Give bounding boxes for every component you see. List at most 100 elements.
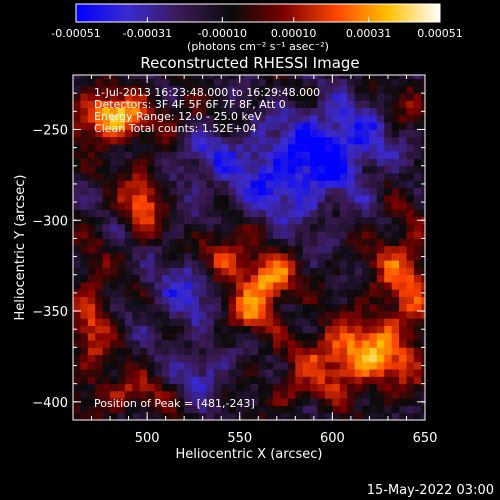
heatmap-cell xyxy=(354,289,363,297)
heatmap-cell xyxy=(139,332,148,341)
heatmap-cell xyxy=(139,361,148,370)
heatmap-cell xyxy=(399,202,407,210)
heatmap-cell xyxy=(384,289,393,297)
heatmap-cell xyxy=(87,151,96,159)
heatmap-cell xyxy=(236,209,244,218)
heatmap-cell xyxy=(413,412,422,420)
heatmap-cell xyxy=(302,245,311,254)
heatmap-cell xyxy=(376,376,385,385)
heatmap-cell xyxy=(302,354,311,363)
heatmap-cell xyxy=(376,180,385,188)
heatmap-cell xyxy=(399,390,407,399)
heatmap-cell xyxy=(80,85,89,94)
heatmap-cell xyxy=(280,129,289,138)
heatmap-cell xyxy=(362,165,370,174)
heatmap-cell xyxy=(324,75,333,80)
heatmap-cell xyxy=(413,369,422,377)
heatmap-cell xyxy=(332,238,341,247)
heatmap-cell xyxy=(421,267,425,276)
heatmap-cell xyxy=(213,318,222,326)
heatmap-cell xyxy=(147,194,155,203)
heatmap-cell xyxy=(154,296,163,305)
heatmap-cell xyxy=(384,151,393,159)
heatmap-cell xyxy=(169,383,178,392)
heatmap-cell xyxy=(302,129,311,138)
heatmap-cell xyxy=(421,129,425,138)
heatmap-cell xyxy=(73,303,81,312)
heatmap-cell xyxy=(332,151,341,159)
heatmap-cell xyxy=(332,376,341,385)
heatmap-cell xyxy=(250,180,259,188)
heatmap-cell xyxy=(221,100,230,109)
heatmap-cell xyxy=(206,93,215,101)
heatmap-cell xyxy=(273,347,281,356)
heatmap-cell xyxy=(243,289,252,297)
heatmap-cell xyxy=(369,325,378,334)
heatmap-cell xyxy=(280,75,289,80)
heatmap-cell xyxy=(176,412,185,420)
heatmap-cell xyxy=(324,165,333,174)
heatmap-cell xyxy=(339,238,348,247)
heatmap-cell xyxy=(362,318,370,326)
heatmap-cell xyxy=(317,303,326,312)
heatmap-cell xyxy=(154,340,163,348)
heatmap-cell xyxy=(73,165,81,174)
heatmap-cell xyxy=(147,398,155,406)
heatmap-cell xyxy=(339,151,348,159)
heatmap-cell xyxy=(80,238,89,247)
heatmap-cell xyxy=(376,303,385,312)
heatmap-cell xyxy=(73,202,81,210)
heatmap-cell xyxy=(213,267,222,276)
heatmap-cell xyxy=(132,216,141,225)
colorbar-tick-label: -0.00031 xyxy=(123,27,172,40)
heatmap-cell xyxy=(273,129,281,138)
heatmap-cell xyxy=(132,187,141,196)
heatmap-cell xyxy=(102,332,111,341)
heatmap-cell xyxy=(324,202,333,210)
heatmap-cell xyxy=(391,325,400,334)
heatmap-cell xyxy=(87,405,96,414)
heatmap-cell xyxy=(399,151,407,159)
heatmap-cell xyxy=(391,114,400,123)
heatmap-cell xyxy=(280,282,289,290)
heatmap-cell xyxy=(421,194,425,203)
heatmap-cell xyxy=(273,260,281,268)
heatmap-cell xyxy=(161,325,170,334)
heatmap-cell xyxy=(206,216,215,225)
heatmap-cell xyxy=(250,354,259,363)
heatmap-cell xyxy=(362,303,370,312)
heatmap-cell xyxy=(354,274,363,283)
heatmap-cell xyxy=(347,260,355,268)
heatmap-cell xyxy=(287,340,296,348)
heatmap-cell xyxy=(413,165,422,174)
heatmap-cell xyxy=(295,223,304,232)
heatmap-cell xyxy=(73,311,81,319)
heatmap-cell xyxy=(250,231,259,239)
heatmap-cell xyxy=(324,231,333,239)
heatmap-cell xyxy=(369,245,378,254)
heatmap-cell xyxy=(250,369,259,377)
heatmap-cell xyxy=(176,260,185,268)
heatmap-cell xyxy=(413,187,422,196)
heatmap-cell xyxy=(413,332,422,341)
heatmap-cell xyxy=(87,303,96,312)
heatmap-cell xyxy=(147,107,155,116)
heatmap-cell xyxy=(110,209,118,218)
heatmap-cell xyxy=(169,252,178,261)
heatmap-cell xyxy=(147,340,155,348)
heatmap-cell xyxy=(295,194,304,203)
heatmap-cell xyxy=(191,93,200,101)
heatmap-cell xyxy=(154,78,163,87)
heatmap-cell xyxy=(339,129,348,138)
heatmap-cell xyxy=(287,267,296,276)
heatmap-cell xyxy=(413,75,422,80)
heatmap-cell xyxy=(354,398,363,406)
heatmap-cell xyxy=(184,289,192,297)
heatmap-cell xyxy=(399,165,407,174)
heatmap-cell xyxy=(169,260,178,268)
x-axis-label: Heliocentric X (arcsec) xyxy=(176,447,323,462)
heatmap-cell xyxy=(287,144,296,152)
heatmap-cell xyxy=(250,187,259,196)
heatmap-cell xyxy=(87,231,96,239)
heatmap-cell xyxy=(87,282,96,290)
